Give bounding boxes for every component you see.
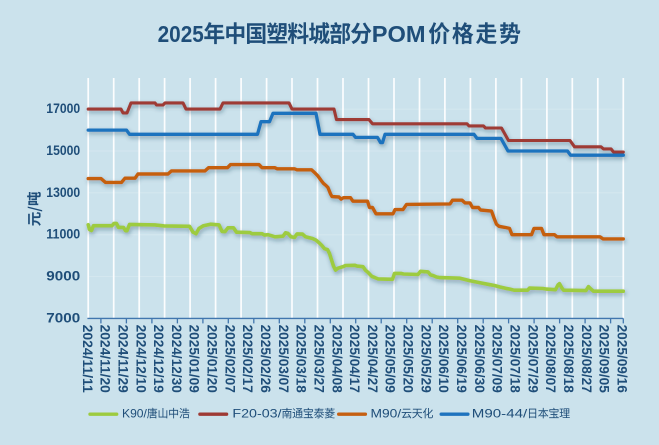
svg-text:2025/05/09: 2025/05/09 <box>382 325 398 393</box>
svg-text:2025/09/16: 2025/09/16 <box>613 325 629 393</box>
svg-text:17000: 17000 <box>46 100 80 116</box>
svg-text:M90/: M90/ <box>371 407 402 421</box>
svg-text:2025/04/08: 2025/04/08 <box>328 325 344 393</box>
svg-text:2025/06/19: 2025/06/19 <box>453 325 469 393</box>
svg-text:2025/03/07: 2025/03/07 <box>275 325 291 393</box>
svg-text:K90/: K90/ <box>122 407 148 421</box>
svg-text:2025/02/26: 2025/02/26 <box>257 325 273 393</box>
svg-text:2025/05/29: 2025/05/29 <box>417 325 433 393</box>
svg-text:2025/08/07: 2025/08/07 <box>542 325 558 393</box>
svg-text:M90-44/: M90-44/ <box>472 407 528 421</box>
svg-text:2025/06/30: 2025/06/30 <box>471 325 487 393</box>
svg-text:2025/02/07: 2025/02/07 <box>221 325 237 393</box>
svg-text:15000: 15000 <box>46 142 80 158</box>
svg-text:2025/05/20: 2025/05/20 <box>400 325 416 393</box>
svg-text:2025/04/17: 2025/04/17 <box>346 325 362 393</box>
svg-text:2024/11/29: 2024/11/29 <box>114 325 130 393</box>
svg-text:2024/12/30: 2024/12/30 <box>168 325 184 393</box>
svg-text:2025/03/27: 2025/03/27 <box>311 325 327 393</box>
svg-text:2025/01/20: 2025/01/20 <box>204 325 220 393</box>
svg-text:2024/11/20: 2024/11/20 <box>97 325 113 393</box>
svg-text:F20-03/: F20-03/ <box>232 407 282 421</box>
svg-text:13000: 13000 <box>46 184 80 200</box>
svg-text:2025/07/18: 2025/07/18 <box>507 325 523 393</box>
svg-text:POM: POM <box>372 21 426 47</box>
svg-text:2025/04/27: 2025/04/27 <box>364 325 380 393</box>
svg-text:2025: 2025 <box>158 21 204 47</box>
svg-text:2024/12/19: 2024/12/19 <box>150 325 166 393</box>
svg-text:2025/09/05: 2025/09/05 <box>596 325 612 393</box>
svg-text:11000: 11000 <box>46 226 80 242</box>
svg-text:2025/01/09: 2025/01/09 <box>186 325 202 393</box>
svg-text:2025/03/18: 2025/03/18 <box>293 325 309 393</box>
svg-text:2025/02/17: 2025/02/17 <box>239 325 255 393</box>
svg-text:2025/08/18: 2025/08/18 <box>560 325 576 393</box>
svg-text:2025/07/29: 2025/07/29 <box>524 325 540 393</box>
svg-text:2025/08/27: 2025/08/27 <box>578 325 594 393</box>
svg-text:7000: 7000 <box>46 309 80 325</box>
svg-text:2025/07/09: 2025/07/09 <box>489 325 505 393</box>
svg-text:2024/11/11: 2024/11/11 <box>79 325 95 393</box>
svg-text:2025/06/10: 2025/06/10 <box>435 325 451 393</box>
svg-text:2024/12/10: 2024/12/10 <box>132 325 148 393</box>
svg-text:9000: 9000 <box>46 268 80 284</box>
